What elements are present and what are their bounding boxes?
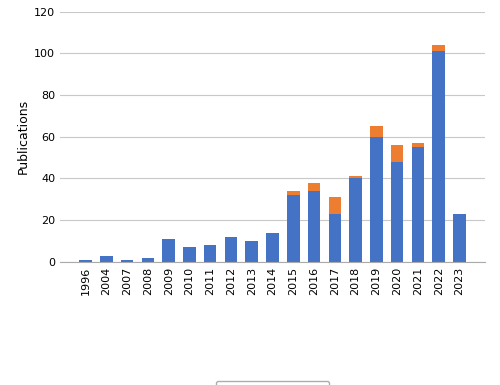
Bar — [142, 258, 154, 262]
Bar — [246, 241, 258, 262]
Bar — [412, 143, 424, 147]
Bar — [121, 260, 134, 262]
Bar — [287, 195, 300, 262]
Legend: GM, PA: GM, PA — [216, 381, 329, 385]
Y-axis label: Publications: Publications — [17, 99, 30, 174]
Bar — [308, 191, 320, 262]
Bar — [80, 260, 92, 262]
Bar — [328, 214, 341, 262]
Bar — [100, 256, 112, 262]
Bar — [224, 237, 237, 262]
Bar — [391, 162, 404, 262]
Bar — [350, 178, 362, 262]
Bar — [308, 182, 320, 191]
Bar — [432, 51, 445, 262]
Bar — [162, 239, 175, 262]
Bar — [391, 145, 404, 162]
Bar — [370, 126, 382, 137]
Bar — [350, 176, 362, 178]
Bar — [183, 247, 196, 262]
Bar — [453, 214, 466, 262]
Bar — [328, 197, 341, 214]
Bar — [266, 233, 278, 262]
Bar — [432, 45, 445, 51]
Bar — [370, 137, 382, 262]
Bar — [204, 245, 216, 262]
Bar — [287, 191, 300, 195]
Bar — [412, 147, 424, 262]
